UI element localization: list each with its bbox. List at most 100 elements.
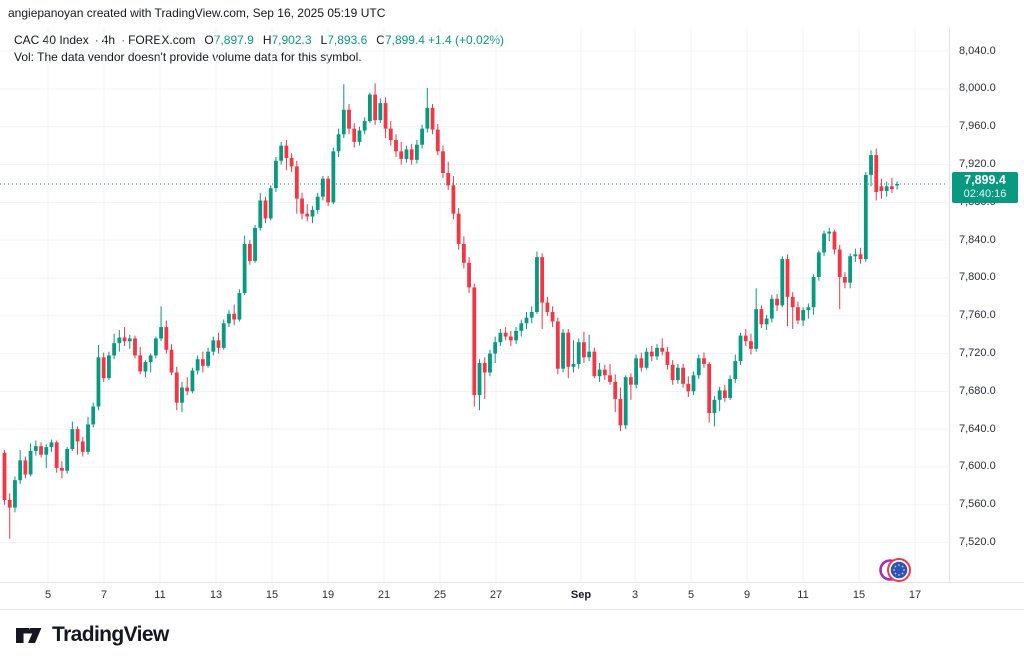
- candle-body: [785, 259, 790, 297]
- candle-body: [326, 178, 331, 203]
- candlestick-chart[interactable]: [0, 28, 948, 582]
- candle-body: [310, 209, 315, 217]
- price-axis-label: 7,680.0: [959, 384, 996, 397]
- time-axis-label: 15: [265, 589, 279, 601]
- candle-body: [49, 442, 54, 448]
- candle-body: [733, 361, 738, 380]
- time-axis-label: 5: [44, 589, 52, 601]
- time-axis[interactable]: 5 7 11 13 15 19 21 25 27 Sep 3 5 9 11 15 17: [0, 582, 1024, 610]
- candle-body: [801, 310, 806, 321]
- candle-body: [707, 363, 712, 414]
- candle-body: [446, 173, 451, 186]
- time-axis-label: 13: [209, 589, 223, 601]
- candle-body: [122, 337, 127, 342]
- candle-body: [336, 134, 341, 152]
- candle-body: [274, 160, 278, 189]
- candle-body: [190, 370, 195, 392]
- candle-body: [858, 254, 863, 260]
- candle-body: [75, 429, 80, 442]
- candle-body: [362, 121, 367, 131]
- candle-body: [837, 249, 842, 278]
- candle-body: [242, 243, 247, 294]
- price-axis-label: 7,760.0: [959, 309, 996, 322]
- attribution-text: angiepanoyan created with TradingView.co…: [8, 6, 386, 20]
- candle-body: [414, 144, 419, 160]
- candle-body: [749, 341, 753, 349]
- candle-body: [806, 307, 811, 311]
- candle-body: [754, 309, 759, 349]
- time-axis-label: 25: [433, 589, 447, 601]
- candle-body: [717, 390, 722, 400]
- candle-body: [639, 358, 644, 368]
- candle-body: [769, 298, 774, 319]
- high-letter: H: [262, 33, 272, 47]
- candle-body: [195, 359, 200, 371]
- chart-legend[interactable]: CAC 40 Index · 4h · FOREX.com O7,897.9 H7,902.…: [14, 33, 507, 47]
- price-axis-label: 7,800.0: [959, 271, 996, 284]
- candle-body: [232, 313, 237, 320]
- candle-body: [686, 383, 691, 392]
- candle-body: [775, 298, 779, 306]
- price-axis-label: 7,640.0: [959, 422, 996, 435]
- candle-body: [477, 363, 482, 396]
- candle-body: [331, 151, 336, 203]
- candle-body: [649, 351, 654, 357]
- candle-body: [394, 139, 398, 152]
- economic-event-eu-icon[interactable]: [879, 555, 913, 585]
- candle-body: [519, 323, 524, 331]
- candle-body: [655, 347, 659, 357]
- candle-body: [561, 332, 565, 369]
- time-axis-label: 7: [100, 589, 108, 601]
- candle-body: [843, 277, 847, 283]
- candle-body: [503, 332, 508, 337]
- current-price-badge: 7,899.4 02:40:16: [952, 172, 1018, 203]
- bar-countdown: 02:40:16: [963, 188, 1007, 200]
- candle-body: [378, 103, 383, 121]
- candle-body: [681, 367, 685, 384]
- candle-body: [399, 151, 404, 159]
- candle-body: [112, 343, 117, 356]
- price-axis-label: 7,840.0: [959, 233, 996, 246]
- candle-body: [357, 130, 362, 142]
- candle-body: [602, 369, 607, 376]
- tradingview-logo-icon: [16, 627, 42, 643]
- candle-body: [221, 323, 226, 348]
- tradingview-logo[interactable]: TradingView: [16, 623, 169, 647]
- candle-body: [884, 186, 889, 192]
- candle-body: [117, 337, 122, 344]
- candle-body: [263, 200, 268, 219]
- price-axis[interactable]: 7,899.4 02:40:16 8,040.0 8,000.0 7,960.0 7,…: [949, 28, 1024, 582]
- candle-body: [644, 351, 649, 368]
- candle-body: [608, 375, 612, 382]
- candle-body: [404, 149, 409, 159]
- candle-body: [571, 363, 576, 367]
- time-axis-label: 5: [687, 589, 695, 601]
- candle-body: [23, 460, 28, 475]
- candle-body: [143, 362, 148, 372]
- legend-separator: ·: [121, 33, 126, 47]
- candle-body: [722, 390, 727, 398]
- candle-body: [629, 377, 633, 385]
- current-price-value: 7,899.4: [964, 173, 1006, 187]
- candle-body: [540, 257, 545, 303]
- candle-body: [811, 277, 816, 308]
- candle-body: [472, 287, 477, 396]
- close-value: 7,899.4: [384, 33, 425, 47]
- candle-body: [613, 381, 618, 399]
- eu-star-dot: [898, 564, 900, 566]
- candle-body: [91, 406, 96, 425]
- time-axis-label: 11: [154, 589, 166, 601]
- close-letter: C: [376, 33, 385, 47]
- price-axis-label: 7,720.0: [959, 347, 996, 360]
- candle-body: [592, 351, 597, 377]
- candle-body: [702, 358, 706, 364]
- candle-body: [315, 196, 320, 210]
- candle-body: [279, 145, 284, 161]
- candle-body: [247, 243, 252, 261]
- candle-body: [253, 227, 257, 261]
- high-value: 7,902.3: [271, 33, 312, 47]
- candle-body: [180, 387, 184, 403]
- candle-body: [7, 500, 12, 508]
- candle-body: [728, 379, 732, 398]
- tradingview-logo-text: TradingView: [52, 623, 169, 646]
